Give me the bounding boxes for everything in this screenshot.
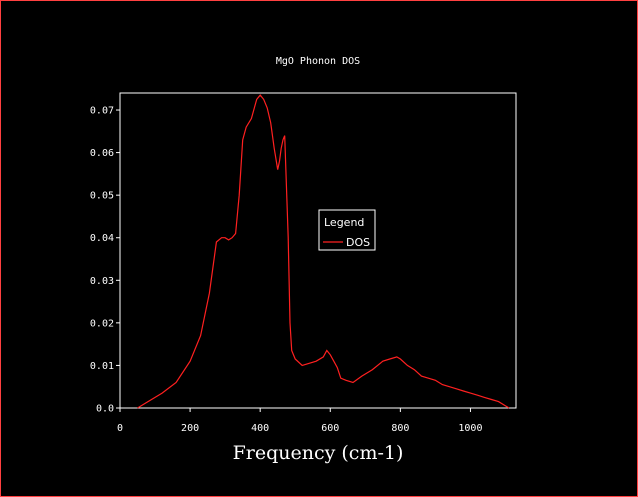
y-tick-label: 0.03 — [90, 276, 114, 287]
x-axis: 0 200 400 600 800 1000 — [117, 408, 482, 434]
y-tick-label: 0.0 — [96, 404, 114, 415]
x-tick-label: 0 — [117, 423, 123, 434]
dos-series-line — [137, 94, 510, 409]
y-tick-label: 0.02 — [90, 318, 114, 329]
plot-frame — [119, 92, 517, 409]
x-tick-label: 600 — [321, 423, 339, 434]
y-axis: 0.0 0.01 0.02 0.03 0.04 0.05 0.06 0.07 — [90, 106, 120, 415]
x-tick-label: 800 — [391, 423, 409, 434]
y-tick-label: 0.07 — [90, 106, 114, 117]
x-tick-label: 400 — [251, 423, 269, 434]
y-tick-label: 0.05 — [90, 191, 114, 202]
legend-title: Legend — [324, 216, 364, 229]
legend: Legend DOS — [318, 209, 376, 251]
legend-box — [318, 209, 376, 251]
legend-entry-dos: DOS — [346, 236, 370, 249]
x-tick-label: 200 — [181, 423, 199, 434]
y-tick-label: 0.04 — [90, 233, 114, 244]
y-tick-label: 0.06 — [90, 148, 114, 159]
x-axis-label: Frequency (cm-1) — [233, 442, 404, 464]
y-tick-label: 0.01 — [90, 361, 114, 372]
chart-title: MgO Phonon DOS — [276, 56, 360, 67]
x-tick-label: 1000 — [458, 423, 482, 434]
